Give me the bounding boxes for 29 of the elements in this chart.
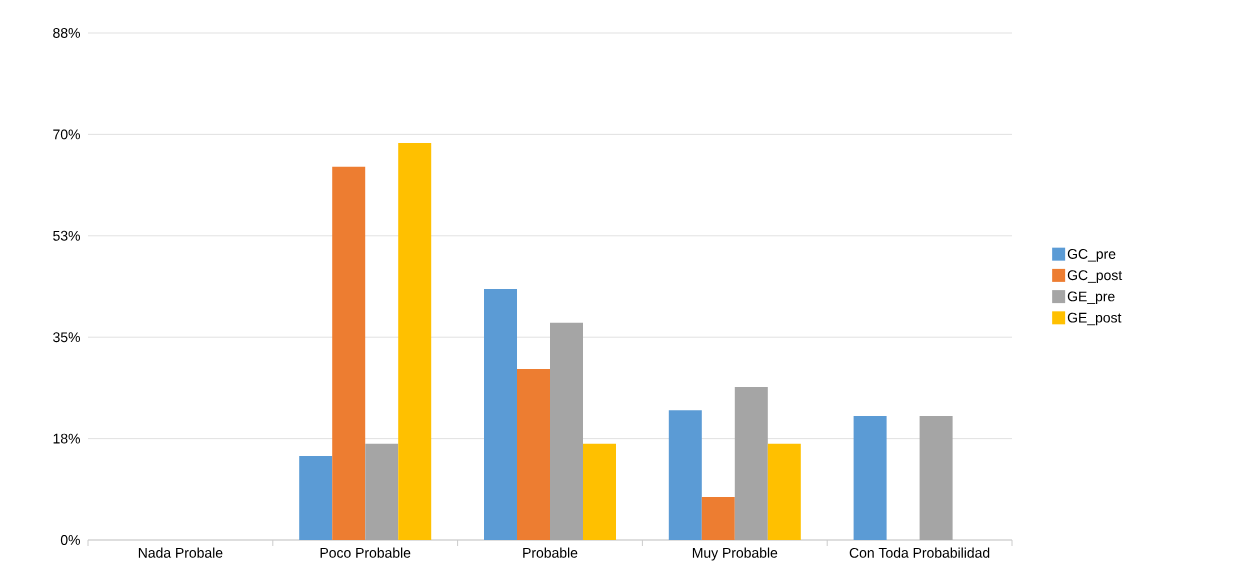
bar <box>365 443 399 540</box>
y-tick-label: 70% <box>53 129 80 140</box>
bar <box>517 369 550 540</box>
legend-label: GC_post <box>1067 270 1123 283</box>
bar <box>701 497 735 540</box>
x-tick-label: Probable <box>523 547 578 558</box>
x-tick-label: Nada Probale <box>138 547 223 558</box>
bar <box>484 289 517 540</box>
bar <box>299 455 333 540</box>
bar <box>398 143 432 540</box>
y-tick-label: 18% <box>53 433 80 444</box>
y-tick-label: 35% <box>53 332 80 343</box>
bar <box>583 443 616 540</box>
legend-label: GE_post <box>1067 312 1122 326</box>
y-tick-label: 0% <box>60 535 80 545</box>
bar <box>332 166 366 540</box>
bar <box>919 416 953 540</box>
bar <box>668 410 702 540</box>
bar <box>767 443 801 540</box>
bar <box>734 387 768 540</box>
y-tick-label: 53% <box>53 230 80 241</box>
x-tick-label: Muy Probable <box>692 547 778 561</box>
legend-label: GE_pre <box>1067 291 1115 305</box>
y-tick-label: 88% <box>53 28 80 38</box>
bar <box>853 416 887 540</box>
x-tick-label: Poco Probable <box>320 547 411 558</box>
bar <box>550 322 583 540</box>
legend-label: GC_pre <box>1067 249 1116 262</box>
x-tick-label: Con Toda Probabilidad <box>849 547 990 558</box>
